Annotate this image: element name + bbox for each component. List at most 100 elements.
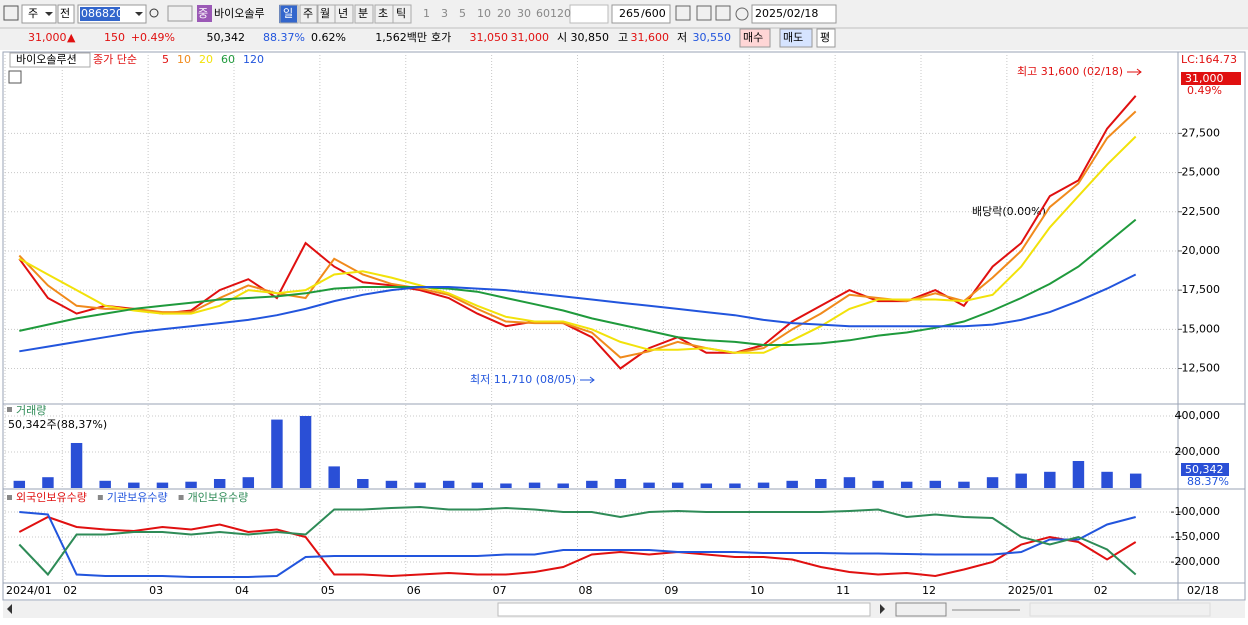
volume-ratio: 88.37% [263,31,305,44]
count-input[interactable] [611,4,671,24]
volume-bar [328,466,340,488]
tag: 중 [198,7,208,20]
volume-subtitle: 50,342주(88,37%) [8,418,107,431]
play-controls[interactable] [895,602,947,617]
order-button-label: 매도 [783,31,803,44]
volume-bar [414,482,426,488]
volume-bar [242,477,255,488]
tool-icon[interactable] [675,5,691,21]
period-button[interactable] [392,4,412,24]
price-box [1181,72,1241,85]
chart-title: 바이오솔루션 [16,53,77,66]
x-tick-label: 02 [63,584,77,597]
count: 265 [619,7,640,20]
series-line [18,515,1137,578]
volume-bar [729,483,741,488]
scale-note: LC:164.73 [1181,53,1237,66]
volume-bar [471,482,484,488]
period-selected [279,5,297,23]
search-icon[interactable] [149,8,159,18]
volume-bar [700,483,713,488]
ask: 31,050 [470,31,509,44]
change: 150 [104,31,125,44]
menu-icon[interactable] [3,5,19,21]
legend-entry: 외국인보유수량 [16,491,87,504]
order-button[interactable] [739,28,771,48]
change-rate: 0.49% [1187,84,1222,97]
order-button-label: 평 [820,31,830,44]
bid: 31,000 [511,31,550,44]
order-button[interactable] [816,28,836,48]
volume-bar [757,482,770,488]
low-annotation: 최저 11,710 (08/05) [470,373,576,386]
dividend-annotation: 배당락(0.00%) [972,205,1046,218]
volume-bar [843,477,856,488]
x-tick-label: 09 [664,584,678,597]
arrow: ▲ [67,31,76,44]
ask-label: 호가 [431,31,451,44]
interval: 30 [517,7,531,20]
period-button[interactable] [334,4,354,24]
volume-bar [13,480,26,488]
period-button[interactable] [354,4,374,24]
period: 초 [378,7,388,20]
legend-square [178,495,184,500]
period-button[interactable] [279,4,299,24]
y-tick-label: -100,000 [1171,505,1220,518]
volume-bar [42,477,54,488]
y-tick-label: 15,000 [1182,322,1221,335]
scroll-right[interactable] [880,604,885,614]
series-line [18,135,1137,354]
sound-icon[interactable] [167,5,193,22]
x-tick-label: 12 [922,584,936,597]
volume-bar [213,478,226,488]
volume-title: 거래량 [16,404,46,417]
dropdown-arrow [135,12,143,16]
last-volume-ratio: 88.37% [1187,475,1229,488]
volume-bar [500,483,512,488]
save-icon[interactable] [715,5,731,21]
volume-bar [815,478,827,488]
x-tick-label: 02 [1094,584,1108,597]
order-button[interactable] [779,28,813,48]
x-tick-label: 2024/01 [6,584,52,597]
volume-bar [99,480,111,488]
x-tick-label: 07 [493,584,507,597]
interval-select[interactable] [569,4,609,24]
annotation-arrow [1127,68,1142,76]
scroll-left[interactable] [7,604,12,614]
y-tick-label: 22,500 [1182,205,1221,218]
tool-icon[interactable] [696,5,712,21]
series-line [19,511,1136,578]
volume-bar [70,442,83,488]
volume-bar [986,477,999,488]
scroll-thumb[interactable] [497,602,871,617]
stock-name: 바이오솔루 [214,7,265,20]
date-input[interactable] [751,4,837,24]
prev-button[interactable] [57,4,75,24]
prev: 전 [60,7,70,20]
x-tick-label: 05 [321,584,335,597]
legend-entry: 120 [243,53,264,66]
series-line [18,505,1137,577]
y-tick-label: 400,000 [1175,409,1221,422]
period: 년 [338,7,348,20]
legend-square [7,495,12,500]
x-tick-label: 2025/01 [1008,584,1054,597]
series-line [19,273,1137,353]
interval: 3 [441,7,448,20]
table-icon[interactable] [8,70,22,84]
series-line [18,110,1137,359]
y-tick-label: 200,000 [1175,445,1221,458]
draw-tools[interactable] [1029,602,1211,617]
volume-bar [872,480,884,488]
legend-square [7,407,12,412]
period-button[interactable] [299,4,319,24]
volume-bar [929,480,942,488]
x-tick-label: 08 [579,584,593,597]
market-select[interactable] [21,4,57,24]
legend-entry: 20 [199,53,213,66]
settings-icon[interactable] [735,7,749,21]
dropdown-arrow [45,12,53,16]
rate: +0.49% [131,31,175,44]
